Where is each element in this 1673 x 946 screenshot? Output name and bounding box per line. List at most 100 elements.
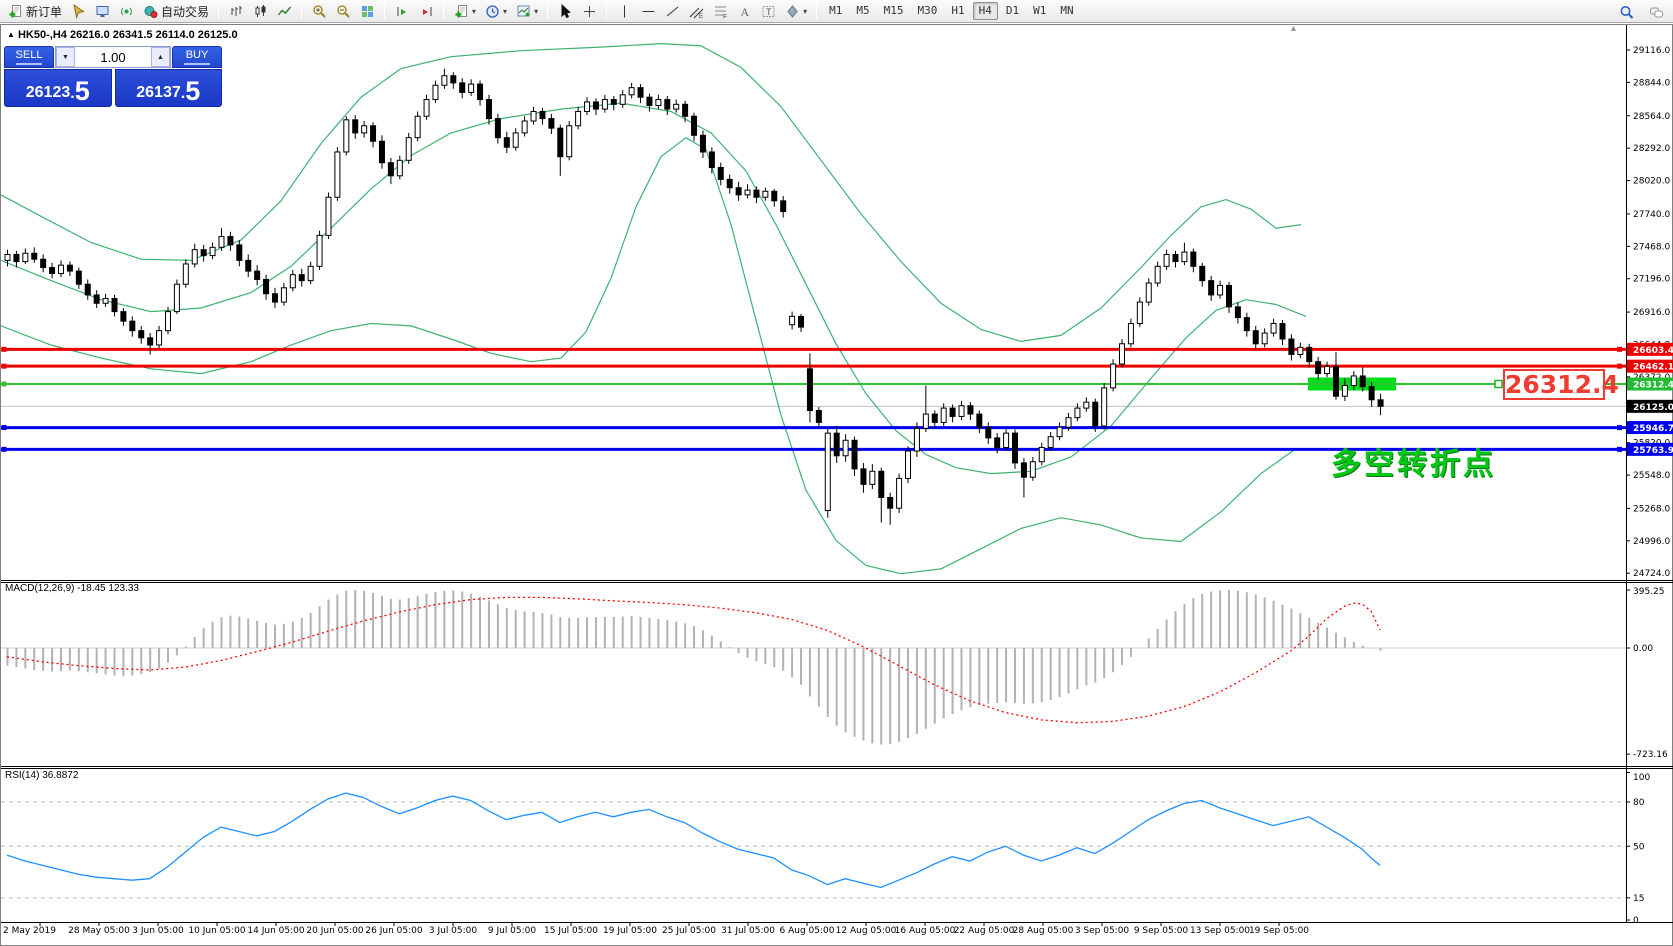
buy-button[interactable]: BUY [172,46,222,68]
price-callout[interactable]: 26312.4 [1503,369,1619,400]
toolbar-auto-trading-label: 自动交易 [161,4,210,19]
candle-body [298,274,305,282]
toolbar-shapes-button[interactable]: ▾ [781,1,810,21]
price-tick-label: 24996.0 [1633,537,1670,547]
toolbar-line-chart-button[interactable] [273,1,295,21]
channel-icon: E [688,3,704,19]
toolbar-cursor-button[interactable] [554,1,576,21]
candle-body [1217,284,1224,296]
candle-body [1261,332,1268,345]
toolbar-new-chart-button[interactable]: ▾ [450,1,479,21]
price-tick-label: 28844.0 [1633,78,1670,88]
volume-input[interactable] [75,47,151,67]
line-anchor-marker[interactable] [1494,379,1503,389]
toolbar-tile-windows-button[interactable] [356,1,378,21]
buy-price[interactable]: 26137 . 5 [114,69,222,107]
toolbar-pointer-button[interactable] [67,1,89,21]
toolbar-trendline-button[interactable] [661,1,683,21]
candle-body [833,432,840,457]
timeframe-MN-button[interactable]: MN [1060,4,1074,17]
candle-body [459,82,466,93]
date-label: 3 Sep 05:00 [1075,926,1130,936]
candle-body [744,189,751,196]
toolbar-crosshair-button[interactable] [578,1,600,21]
sell-button-label: SELL [15,48,43,61]
toolbar-horizontal-line-button[interactable] [637,1,659,21]
toolbar-candle-chart-button[interactable] [249,1,271,21]
toolbar-zoom-out-button[interactable] [332,1,354,21]
toolbar-templates-button[interactable]: ▾ [512,1,541,21]
candle-body [1368,386,1375,401]
candle-body [138,330,145,339]
sell-button[interactable]: SELL [4,46,54,68]
candle-body [1038,446,1045,463]
toolbar-market-watch-button[interactable] [91,1,113,21]
chat-icon [1648,4,1664,20]
volume-decrease-button[interactable]: ▼ [56,47,75,67]
toolbar-bar-chart-button[interactable] [225,1,247,21]
toolbar-text-button[interactable]: A [733,1,755,21]
toolbar-chart-shift-button[interactable] [415,1,437,21]
timeframe-M5-button[interactable]: M5 [856,4,870,17]
dropdown-caret-icon[interactable]: ▾ [472,6,477,16]
toolbar-chat-button[interactable] [1645,2,1667,22]
candle-body [370,125,377,142]
toolbar-auto-scroll-button[interactable] [391,1,413,21]
timeframe-M15-button[interactable]: M15 [883,4,904,17]
toolbar-signal-button[interactable] [115,1,137,21]
toolbar-search-button[interactable] [1615,2,1637,22]
timeframe-D1-button[interactable]: D1 [1005,4,1020,17]
market-watch-icon [94,3,110,19]
new-order-icon [7,3,23,19]
candle-body [824,432,831,512]
candle-body [334,151,341,198]
candle-body [610,99,617,105]
dropdown-caret-icon[interactable]: ▾ [503,6,508,16]
line-start-marker [1,381,7,387]
candle-body [771,190,778,202]
sell-price[interactable]: 26123 . 5 [4,69,112,107]
candle-body [1136,301,1143,325]
toolbar-text-label-button[interactable]: T [757,1,779,21]
toolbar-profiles-button[interactable]: ▾ [481,1,510,21]
candle-body [1163,253,1170,267]
timeframe-M30-button[interactable]: M30 [917,4,938,17]
toolbar-auto-trading-button[interactable]: 自动交易 [139,1,212,21]
date-label: 9 Sep 05:00 [1134,926,1189,936]
timeframe-M1-button[interactable]: M1 [829,4,843,17]
candle-body [1190,251,1197,267]
collapse-icon[interactable]: ▲ [7,30,15,39]
candle-body [147,337,154,346]
toolbar-zoom-in-button[interactable] [308,1,330,21]
dropdown-caret-icon[interactable]: ▾ [534,6,539,16]
candle-body [762,190,769,198]
timeframe-H4-button[interactable]: H4 [972,2,998,20]
timeframe-H1-button[interactable]: H1 [951,4,965,17]
candle-body [512,132,519,148]
candle-body [1359,375,1366,388]
line-start-marker [1,363,7,369]
candle-body [664,99,671,110]
macd-axis-label: 0.00 [1633,644,1653,654]
candle-body [263,278,270,295]
line-start-marker [1,425,7,431]
timeframe-W1-button[interactable]: W1 [1033,4,1047,17]
candle-body [316,234,323,267]
candle-body [271,293,278,303]
candle-body [887,496,894,509]
dropdown-caret-icon[interactable]: ▾ [803,6,808,16]
splitter-arrow-icon[interactable]: ▲ [1289,23,1298,33]
candle-body [164,311,171,332]
line-start-marker [1,346,7,352]
toolbar-vertical-line-button[interactable] [613,1,635,21]
volume-increase-button[interactable]: ▲ [151,47,170,67]
toolbar-separator [443,3,445,19]
toolbar-channel-button[interactable]: E [685,1,707,21]
candle-body [236,244,243,261]
toolbar-new-order-button[interactable]: 新订单 [4,1,65,21]
candle-body [66,264,73,272]
candle-body [985,426,992,439]
candle-body [539,110,546,120]
toolbar-fibonacci-button[interactable]: F [709,1,731,21]
candle-body [1020,462,1027,478]
